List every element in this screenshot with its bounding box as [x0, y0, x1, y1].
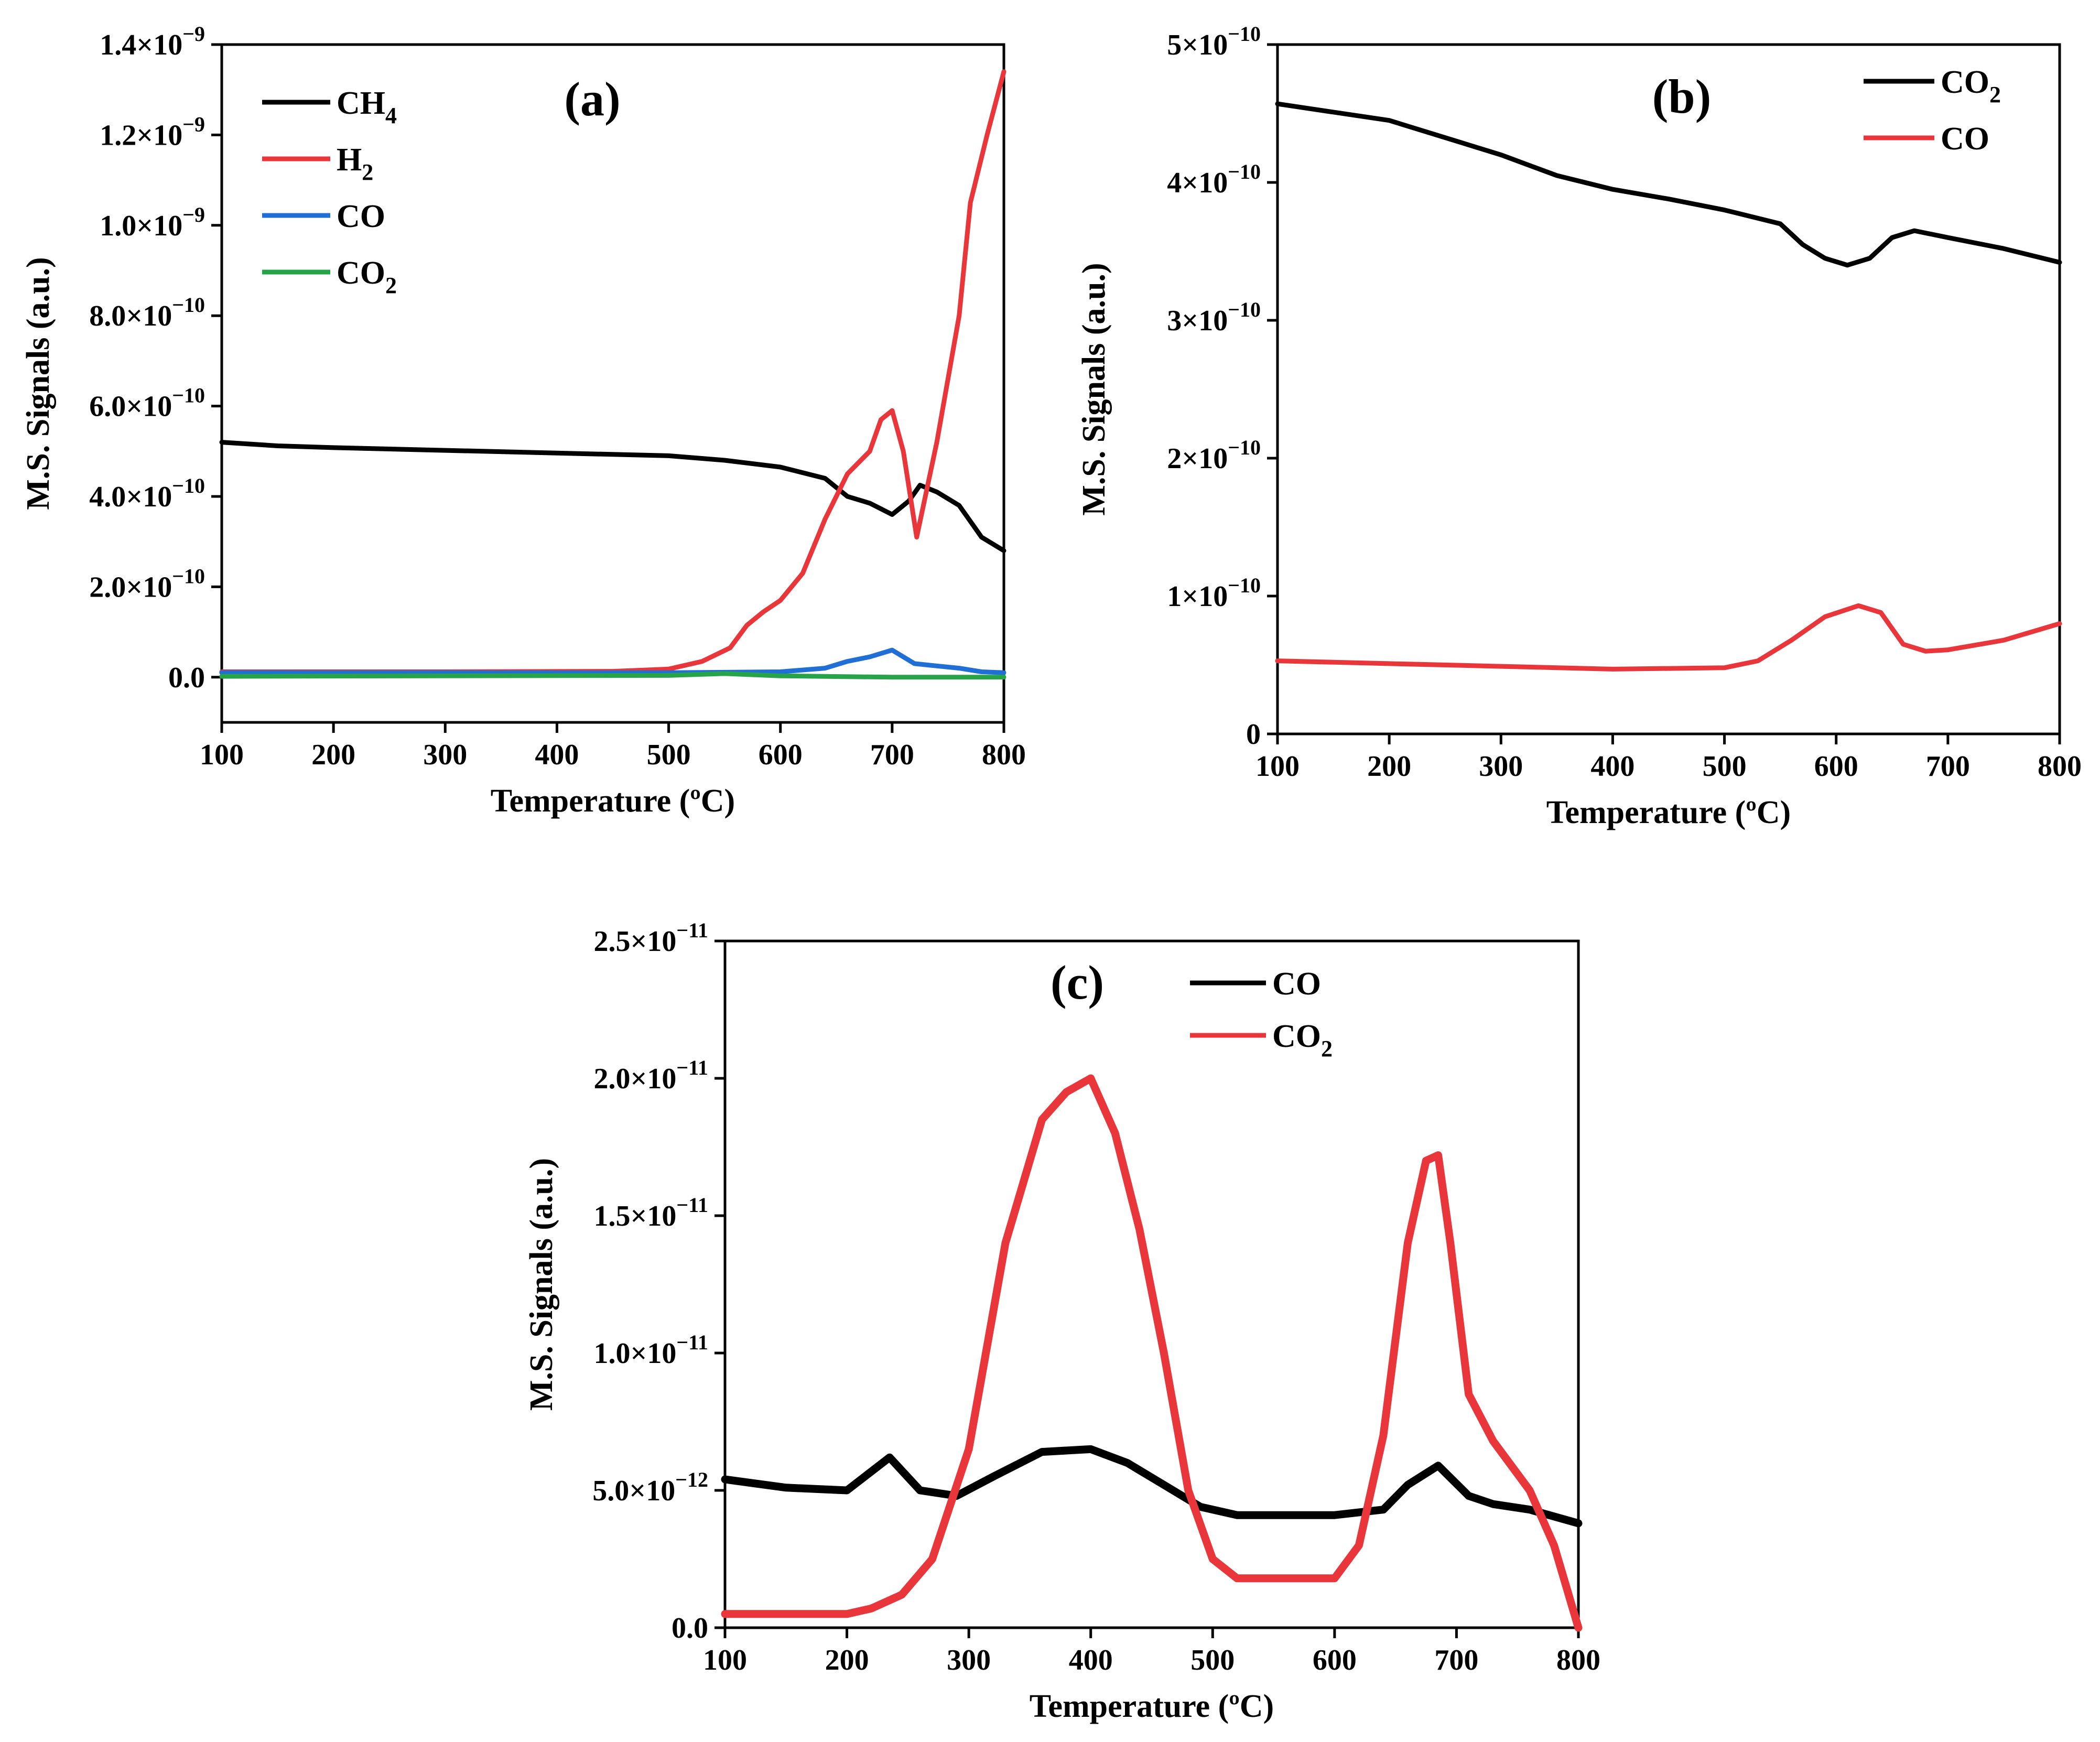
y-tick-label: 1.2×10−9 [100, 112, 205, 152]
x-tick-label: 700 [870, 739, 914, 771]
x-tick-label: 400 [1590, 750, 1634, 783]
series-line-co2 [1275, 101, 2062, 268]
x-tick-label: 300 [947, 1644, 991, 1676]
y-tick-label: 1×10−10 [1167, 574, 1261, 613]
y-tick-label: 0.0 [672, 1612, 708, 1644]
y-tick-label: 6.0×10−10 [89, 384, 205, 423]
y-tick-label: 2.5×10−11 [593, 918, 708, 958]
y-tick-label: 2.0×10−11 [593, 1056, 708, 1095]
legend-label: CO2 [337, 255, 397, 298]
x-tick-label: 200 [1367, 750, 1411, 783]
plot-frame [1276, 43, 2061, 735]
y-tick-label: 1.0×10−9 [100, 203, 205, 242]
series-line-co [219, 647, 1006, 675]
y-tick-label: 4×10−10 [1167, 160, 1261, 199]
legend-label: H2 [337, 142, 373, 185]
x-tick-label: 600 [759, 739, 803, 771]
y-tick-label: 0.0 [168, 662, 205, 694]
y-tick-label: 2.0×10−10 [89, 564, 205, 603]
legend: CO2 CO [1864, 64, 2001, 157]
legend: CO CO2 [1190, 966, 1333, 1062]
panel-label: (b) [1652, 70, 1711, 123]
chart-panel-b: 100 200 300 400 500 600 700 800 5×10−10 4×10−10 3×… [1076, 22, 2082, 830]
x-tick-label: 500 [647, 739, 691, 771]
x-tick-label: 200 [825, 1644, 869, 1676]
legend-label: CO2 [1941, 64, 2001, 107]
x-tick-label: 800 [1556, 1644, 1600, 1676]
x-tick-label: 800 [982, 739, 1026, 771]
x-tick-label: 700 [1434, 1644, 1478, 1676]
y-axis-title: M.S. Signals (a.u.) [20, 257, 56, 510]
x-tick-label: 100 [200, 739, 244, 771]
panel-label: (c) [1051, 956, 1104, 1009]
x-tick-label: 600 [1814, 750, 1858, 783]
y-tick-label: 5×10−10 [1167, 22, 1261, 61]
y-tick-label: 1.5×10−11 [593, 1193, 708, 1232]
x-tick-label: 100 [1255, 750, 1300, 783]
plot-frame [220, 43, 1005, 724]
x-tick-label: 300 [423, 739, 467, 771]
y-tick-label: 1.0×10−11 [593, 1330, 708, 1370]
legend-label: CO [1941, 121, 1989, 157]
x-tick-label: 500 [1190, 1644, 1235, 1676]
y-tick-label: 3×10−10 [1167, 298, 1261, 337]
y-tick-label: 5.0×10−12 [592, 1468, 708, 1507]
chart-panel-a: 100 200 300 400 500 600 700 800 1.4×10−9 1.2×10−9… [20, 22, 1026, 819]
series-line-co [721, 1445, 1583, 1528]
y-tick-label: 8.0×10−10 [89, 293, 205, 332]
y-tick-label: 0 [1246, 718, 1261, 751]
x-axis-title: Temperature (ºC) [1030, 1689, 1274, 1724]
x-tick-label: 700 [1926, 750, 1970, 783]
legend-label: CO [337, 199, 385, 234]
y-tick-label: 4.0×10−10 [89, 474, 205, 513]
series-line-h2 [219, 69, 1006, 674]
legend-label: CO [1272, 966, 1321, 1002]
legend-label: CO2 [1272, 1019, 1333, 1062]
chart-panel-c: 100 200 300 400 500 600 700 800 2.5×10−11 2.0×10−… [524, 918, 1600, 1724]
y-axis-title: M.S. Signals (a.u.) [524, 1158, 559, 1411]
x-tick-label: 500 [1703, 750, 1747, 783]
x-tick-label: 800 [2038, 750, 2082, 783]
legend: CH4 H2 CO CO2 [262, 85, 397, 298]
x-axis-title: Temperature (ºC) [1546, 795, 1791, 830]
x-tick-label: 200 [311, 739, 355, 771]
plot-frame [723, 939, 1580, 1629]
legend-label: CH4 [337, 85, 397, 128]
y-axis-title: M.S. Signals (a.u.) [1076, 263, 1112, 515]
x-tick-label: 100 [703, 1644, 747, 1676]
series-line-co2 [219, 671, 1006, 680]
y-tick-label: 1.4×10−9 [100, 22, 205, 61]
series-line-co [1275, 603, 2062, 672]
x-tick-label: 600 [1313, 1644, 1357, 1676]
y-tick-label: 2×10−10 [1167, 436, 1261, 475]
series-line-ch4 [219, 440, 1006, 553]
x-tick-label: 400 [1069, 1644, 1113, 1676]
x-axis-title: Temperature (ºC) [491, 783, 735, 819]
panel-label: (a) [564, 72, 620, 126]
series-line-co2 [721, 1074, 1583, 1632]
x-tick-label: 400 [535, 739, 579, 771]
x-tick-label: 300 [1479, 750, 1523, 783]
